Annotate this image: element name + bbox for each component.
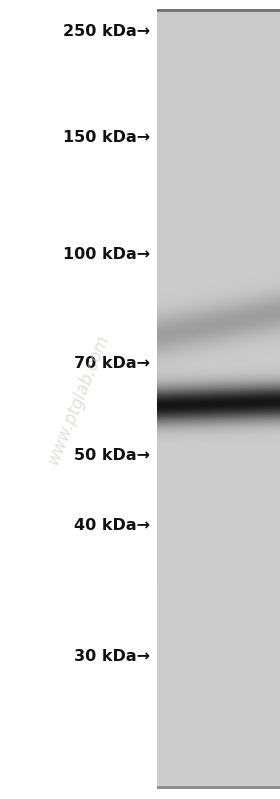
Text: 50 kDa→: 50 kDa→ xyxy=(74,448,150,463)
Text: 40 kDa→: 40 kDa→ xyxy=(74,519,150,533)
Text: 150 kDa→: 150 kDa→ xyxy=(63,130,150,145)
Text: 70 kDa→: 70 kDa→ xyxy=(74,356,150,371)
Text: www.ptglab.com: www.ptglab.com xyxy=(44,332,113,467)
Text: 250 kDa→: 250 kDa→ xyxy=(63,25,150,39)
Text: 100 kDa→: 100 kDa→ xyxy=(63,247,150,261)
Text: 30 kDa→: 30 kDa→ xyxy=(74,650,150,664)
